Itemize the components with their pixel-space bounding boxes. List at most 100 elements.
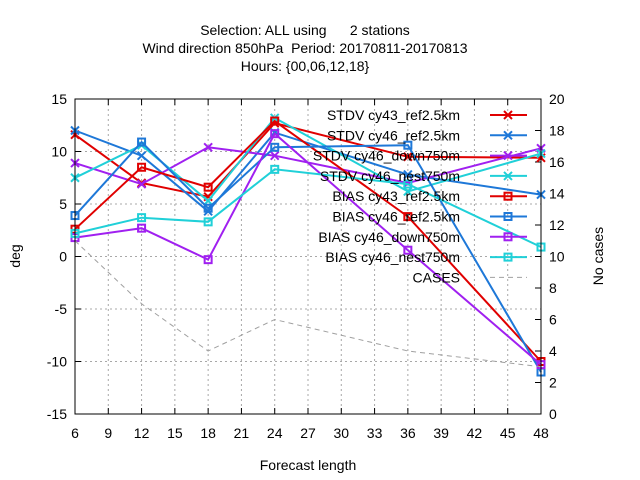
legend-item: BIAS cy46_nest750m <box>325 249 527 265</box>
series-group <box>70 113 546 377</box>
y2-tick-label: 18 <box>549 123 565 139</box>
data-point <box>403 140 413 150</box>
y2-tick-label: 0 <box>549 406 557 422</box>
legend-label: STDV cy43_ref2.5km <box>327 107 460 123</box>
series-line <box>74 168 542 248</box>
legend-item: BIAS cy46_down750m <box>318 229 527 245</box>
legend-label: BIAS cy46_ref2.5km <box>332 209 460 225</box>
y-axis-label: deg <box>7 244 23 267</box>
legend-marker-stroke-b <box>503 150 513 161</box>
legend-item: BIAS cy46_ref2.5km <box>332 209 527 225</box>
data-point <box>403 212 413 222</box>
y-tick-label: 0 <box>59 249 67 265</box>
axis-ticks: 6 9 12 15 18 21 24 27 30 33 36 39 42 45 48-15-10-50510… <box>47 91 565 441</box>
legend-label: STDV cy46_nest750m <box>320 168 460 184</box>
data-point-stroke-b <box>203 196 213 206</box>
y-tick-label: -15 <box>47 406 67 422</box>
y2-tick-label: 4 <box>549 343 557 359</box>
legend-item: STDV cy46_nest750m <box>320 168 527 184</box>
y2-tick-label: 2 <box>549 375 557 391</box>
series-line <box>74 146 542 186</box>
legend-label: BIAS cy43_ref2.5km <box>332 188 460 204</box>
y2-tick-label: 16 <box>549 154 565 170</box>
data-point <box>203 196 213 206</box>
data-point <box>270 164 280 174</box>
plot-frame <box>74 98 542 415</box>
data-point <box>203 182 213 192</box>
data-point <box>270 129 280 139</box>
series-line <box>74 116 542 203</box>
x-tick-label: 15 <box>167 425 183 441</box>
data-point-stroke-b <box>203 142 213 153</box>
series-line <box>74 140 542 373</box>
x-tick-label: 36 <box>400 425 416 441</box>
x-tick-label: 33 <box>367 425 383 441</box>
y-tick-label: -10 <box>47 354 67 370</box>
legend-marker <box>503 212 513 221</box>
data-point <box>270 116 280 126</box>
legend-item: STDV cy43_ref2.5km <box>327 107 527 123</box>
legend-item: CASES <box>413 269 527 285</box>
legend-marker <box>503 110 513 120</box>
data-point-stroke-b <box>403 152 413 162</box>
legend-label: BIAS cy46_down750m <box>318 229 460 245</box>
data-point <box>137 213 147 223</box>
x-tick-label: 27 <box>300 425 316 441</box>
data-point-stroke-b <box>136 179 147 189</box>
x-tick-label: 42 <box>467 425 483 441</box>
x-tick-label: 30 <box>333 425 349 441</box>
data-point <box>403 179 413 189</box>
legend-label: STDV cy46_down750m <box>313 148 460 164</box>
title-line-1: Selection: ALL using 2 stations <box>200 22 410 38</box>
data-point <box>203 255 213 265</box>
y2-tick-label: 20 <box>549 91 565 107</box>
data-point <box>403 169 413 180</box>
y2-tick-label: 10 <box>549 249 565 265</box>
data-point-stroke-b <box>403 169 413 180</box>
data-point-stroke-b <box>270 150 280 161</box>
x-tick-label: 12 <box>134 425 150 441</box>
data-point <box>270 142 280 152</box>
data-point <box>136 179 147 189</box>
legend-marker <box>503 150 513 161</box>
title-line-3: Hours: {00,06,12,18} <box>241 58 370 74</box>
x-tick-label: 39 <box>433 425 449 441</box>
legend-marker <box>503 252 513 262</box>
x-tick-label: 45 <box>500 425 516 441</box>
data-point-stroke-b <box>136 150 147 161</box>
data-point <box>136 150 147 161</box>
x-tick-label: 48 <box>533 425 549 441</box>
legend-marker-stroke-b <box>503 171 513 181</box>
legend-item: STDV cy46_ref2.5km <box>327 127 527 143</box>
data-point <box>403 152 413 162</box>
legend-marker <box>503 171 513 181</box>
legend-label: CASES <box>413 269 460 285</box>
chart-title: Selection: ALL using 2 stations Wind dir… <box>142 22 467 74</box>
y-tick-label: 5 <box>59 196 67 212</box>
data-point <box>137 223 147 233</box>
legend-label: BIAS cy46_nest750m <box>325 249 460 265</box>
legend: STDV cy43_ref2.5km STDV cy46_ref2.5km STDV… <box>313 107 527 285</box>
legend-marker <box>503 232 513 242</box>
legend-marker-stroke-b <box>503 110 513 120</box>
y-tick-label: 10 <box>51 144 67 160</box>
data-point <box>203 203 213 213</box>
x-tick-label: 9 <box>104 425 112 441</box>
series-line <box>74 119 542 363</box>
y2-tick-label: 6 <box>549 312 557 328</box>
data-point <box>203 217 213 227</box>
data-point-stroke-b <box>403 186 413 197</box>
series-7 <box>70 164 546 252</box>
title-line-2: Wind direction 850hPa Period: 20170811-2… <box>142 40 467 56</box>
data-point <box>403 245 413 255</box>
y-tick-label: 15 <box>51 91 67 107</box>
legend-marker <box>503 130 513 141</box>
data-point <box>137 137 147 147</box>
legend-item: STDV cy46_down750m <box>313 148 527 164</box>
legend-marker <box>503 191 513 201</box>
x-tick-label: 21 <box>234 425 250 441</box>
legend-item: BIAS cy43_ref2.5km <box>332 188 527 204</box>
y2-tick-label: 14 <box>549 186 565 202</box>
x-axis-label: Forecast length <box>260 457 357 473</box>
